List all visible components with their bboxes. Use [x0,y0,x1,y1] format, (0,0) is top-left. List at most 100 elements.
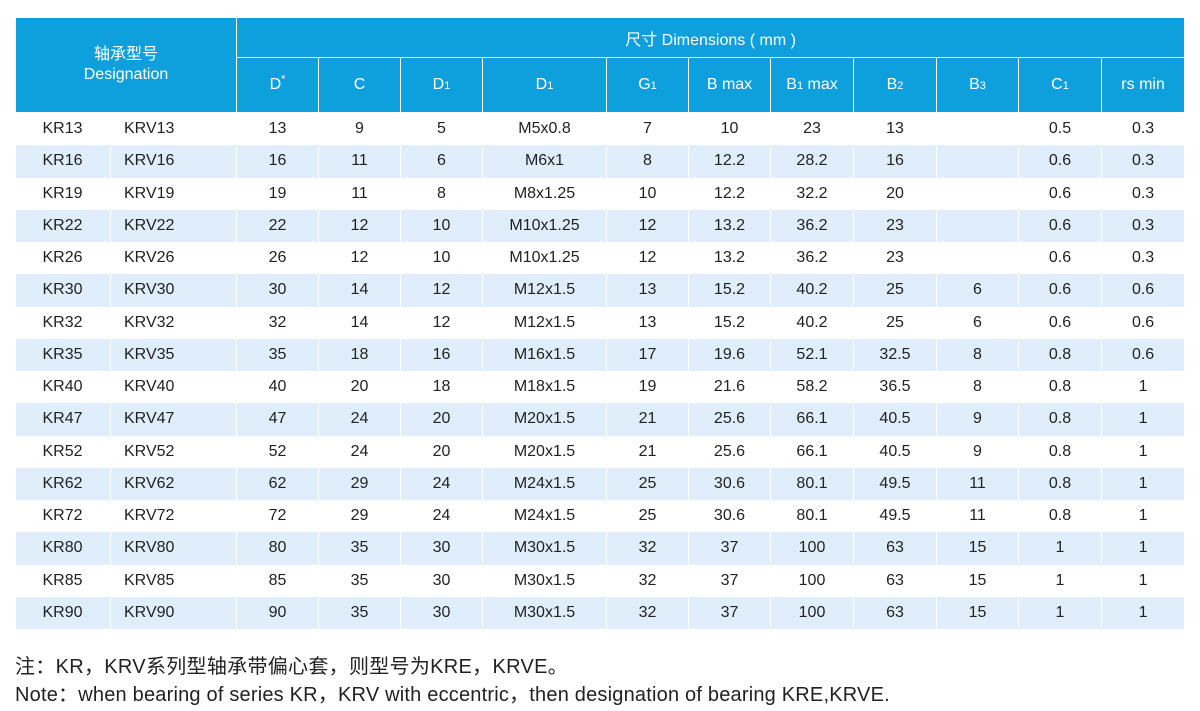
table-cell: 19 [606,371,689,404]
table-cell: 13 [606,306,689,339]
table-cell: KR30 [15,274,111,307]
table-cell [936,145,1019,178]
table-cell: 1 [1101,435,1186,468]
table-row: KR26 KRV26 26 12 10 M10x1.25 12 13.2 36.2 23 0.6 0.… [15,242,1186,275]
column-header-label: D [269,76,282,93]
table-cell: 24 [400,467,483,500]
table-cell: 23 [853,242,937,275]
table-cell: M30x1.5 [482,564,607,597]
column-header-superscript: * [281,73,286,86]
table-cell: 32.5 [853,338,937,371]
table-cell: KRV35 [110,338,237,371]
table-cell: KRV80 [110,532,237,565]
table-cell: 13 [236,112,319,146]
table-cell: 1 [1018,564,1102,597]
column-header-b-max: B max [688,57,771,113]
table-cell: 22 [236,209,319,242]
table-cell: 25.6 [688,403,771,436]
table-cell: 20 [400,435,483,468]
table-cell: 10 [400,209,483,242]
table-cell: 12.2 [688,177,771,210]
table-cell: 37 [688,532,771,565]
table-cell: 0.8 [1018,403,1102,436]
column-header-suffix: max [803,76,838,93]
table-cell: 0.8 [1018,435,1102,468]
table-row: KR40 KRV40 40 20 18 M18x1.5 19 21.6 58.2 36.5 8 0.8… [15,371,1186,404]
table-cell: 6 [936,306,1019,339]
table-row: KR22 KRV22 22 12 10 M10x1.25 12 13.2 36.2 23 0.6 0.… [15,209,1186,242]
table-cell: 19 [236,177,319,210]
table-cell: 30 [400,564,483,597]
table-cell: 35 [318,596,401,629]
table-cell: 15 [936,532,1019,565]
table-cell: 32 [606,564,689,597]
table-cell: KRV26 [110,242,237,275]
table-cell: 25.6 [688,435,771,468]
table-cell: 24 [400,500,483,533]
column-header-b1-max: B1 max [770,57,854,113]
table-cell: 12 [318,242,401,275]
table-row: KR90 KRV90 90 35 30 M30x1.5 32 37 100 63 15 1 1 [15,596,1186,629]
table-cell: 1 [1018,596,1102,629]
table-cell: KR80 [15,532,111,565]
column-header-label: B [786,76,797,93]
table-cell: 0.6 [1101,274,1186,307]
table-cell: 36.2 [770,209,854,242]
table-cell: KR32 [15,306,111,339]
table-cell: 25 [853,274,937,307]
table-cell: 0.5 [1018,112,1102,146]
table-cell: 0.6 [1101,306,1186,339]
table-cell: M24x1.5 [482,467,607,500]
table-row: KR62 KRV62 62 29 24 M24x1.5 25 30.6 80.1 49.5 11 0.… [15,467,1186,500]
table-cell: 13 [853,112,937,146]
table-cell: 8 [606,145,689,178]
table-cell: KR35 [15,338,111,371]
column-header-subscript: 2 [897,80,904,92]
table-cell: 0.3 [1101,242,1186,275]
table-row: KR80 KRV80 80 35 30 M30x1.5 32 37 100 63 15 1 1 [15,532,1186,565]
table-cell: 10 [400,242,483,275]
table-cell: 0.6 [1018,242,1102,275]
column-header-c: C [318,57,401,113]
table-cell: M30x1.5 [482,532,607,565]
table-cell: 0.6 [1018,274,1102,307]
table-cell: 10 [688,112,771,146]
table-cell: KR47 [15,403,111,436]
table-cell: 52 [236,435,319,468]
table-cell: 29 [318,500,401,533]
table-cell: 21.6 [688,371,771,404]
table-cell: 0.3 [1101,112,1186,146]
table-cell: 20 [318,371,401,404]
column-header-label: B max [706,76,753,93]
table-cell: 49.5 [853,500,937,533]
table-cell: 12 [606,209,689,242]
table-cell: KRV19 [110,177,237,210]
table-cell: 1 [1101,564,1186,597]
table-cell: 35 [236,338,319,371]
table-cell: 0.8 [1018,338,1102,371]
column-header-label: D [535,76,548,93]
table-cell: M12x1.5 [482,306,607,339]
table-row: KR85 KRV85 85 35 30 M30x1.5 32 37 100 63 15 1 1 [15,564,1186,597]
table-cell: 12 [318,209,401,242]
table-cell: 35 [318,532,401,565]
table-row: KR35 KRV35 35 18 16 M16x1.5 17 19.6 52.1 32.5 8 0.8… [15,338,1186,371]
table-cell: 0.6 [1018,209,1102,242]
table-cell: 15 [936,564,1019,597]
table-cell: 13.2 [688,209,771,242]
table-cell: KRV85 [110,564,237,597]
table-row: KR16 KRV16 16 11 6 M6x1 8 12.2 28.2 16 0.6 0.3 [15,145,1186,178]
table-cell: M6x1 [482,145,607,178]
table-cell: KR26 [15,242,111,275]
table-cell: 37 [688,564,771,597]
table-cell: 16 [236,145,319,178]
table-cell: 0.6 [1101,338,1186,371]
table-cell: 13 [606,274,689,307]
table-cell: 15.2 [688,274,771,307]
table-cell: 21 [606,403,689,436]
table-cell: 11 [318,145,401,178]
table-cell: 12 [400,306,483,339]
table-cell: 1 [1101,596,1186,629]
table-cell: 100 [770,564,854,597]
table-cell: 5 [400,112,483,146]
